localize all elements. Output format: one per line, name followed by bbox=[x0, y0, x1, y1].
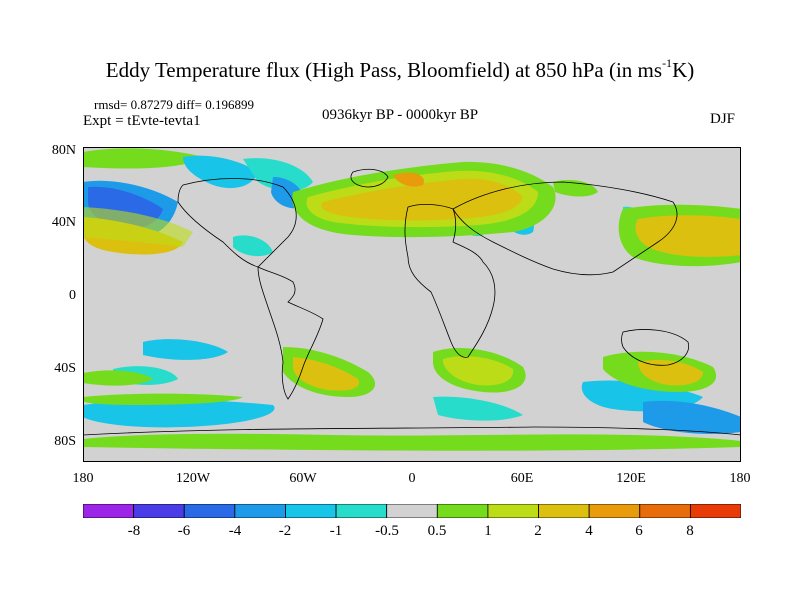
colorbar-swatch bbox=[436, 504, 489, 518]
lon-label-60w: 60W bbox=[289, 471, 317, 486]
colorbar-swatch bbox=[689, 504, 741, 518]
cb-label: 2 bbox=[534, 523, 542, 539]
map-frame bbox=[83, 147, 741, 462]
map-title: Eddy Temperature flux (High Pass, Bloomf… bbox=[105, 56, 695, 82]
cb-label: 0.5 bbox=[427, 523, 447, 539]
colorbar-swatch bbox=[386, 504, 438, 518]
colorbar-swatch bbox=[234, 504, 286, 518]
colorbar-swatch bbox=[335, 504, 388, 518]
cb-label: -8 bbox=[127, 523, 141, 539]
cb-label: 4 bbox=[585, 523, 593, 539]
lon-label-180e: 180 bbox=[729, 471, 751, 486]
colorbar-swatch bbox=[183, 504, 236, 518]
colorbar-swatch bbox=[487, 504, 539, 518]
cb-label: -6 bbox=[177, 523, 191, 539]
cb-label: 6 bbox=[635, 523, 643, 539]
colorbar-swatch bbox=[639, 504, 691, 518]
lon-label-180w: 180 bbox=[72, 471, 94, 486]
lon-label-0: 0 bbox=[408, 471, 416, 486]
lat-label-40n: 40N bbox=[51, 215, 76, 230]
lon-label-60e: 60E bbox=[510, 471, 534, 486]
colorbar-swatch bbox=[83, 504, 135, 518]
lat-label-80s: 80S bbox=[54, 434, 76, 449]
cb-label: -1 bbox=[329, 523, 343, 539]
experiment-label: Expt = tEvte-tevta1 bbox=[83, 113, 201, 129]
lon-label-120w: 120W bbox=[175, 471, 211, 486]
colorbar-swatch bbox=[538, 504, 590, 518]
positive-anomaly-regions bbox=[83, 161, 741, 451]
colorbar-swatch bbox=[588, 504, 641, 518]
cb-label: 8 bbox=[686, 523, 694, 539]
flux-map bbox=[83, 147, 741, 462]
colorbar bbox=[83, 504, 741, 518]
rmsd-diff-stats: rmsd= 0.87279 diff= 0.196899 bbox=[94, 97, 254, 112]
colorbar-swatch bbox=[133, 504, 185, 518]
cb-label: -2 bbox=[278, 523, 292, 539]
lon-label-120e: 120E bbox=[616, 471, 646, 486]
cb-label: 1 bbox=[484, 523, 492, 539]
lat-label-80n: 80N bbox=[51, 143, 76, 158]
coastlines bbox=[83, 168, 741, 436]
lat-label-0: 0 bbox=[69, 288, 76, 303]
season-label: DJF bbox=[710, 111, 736, 127]
cb-label: -0.5 bbox=[375, 523, 399, 539]
period-label: 0936kyr BP - 0000kyr BP bbox=[322, 107, 479, 123]
lat-label-40s: 40S bbox=[54, 361, 76, 376]
cb-label: -4 bbox=[228, 523, 242, 539]
colorbar-swatch bbox=[285, 504, 337, 518]
